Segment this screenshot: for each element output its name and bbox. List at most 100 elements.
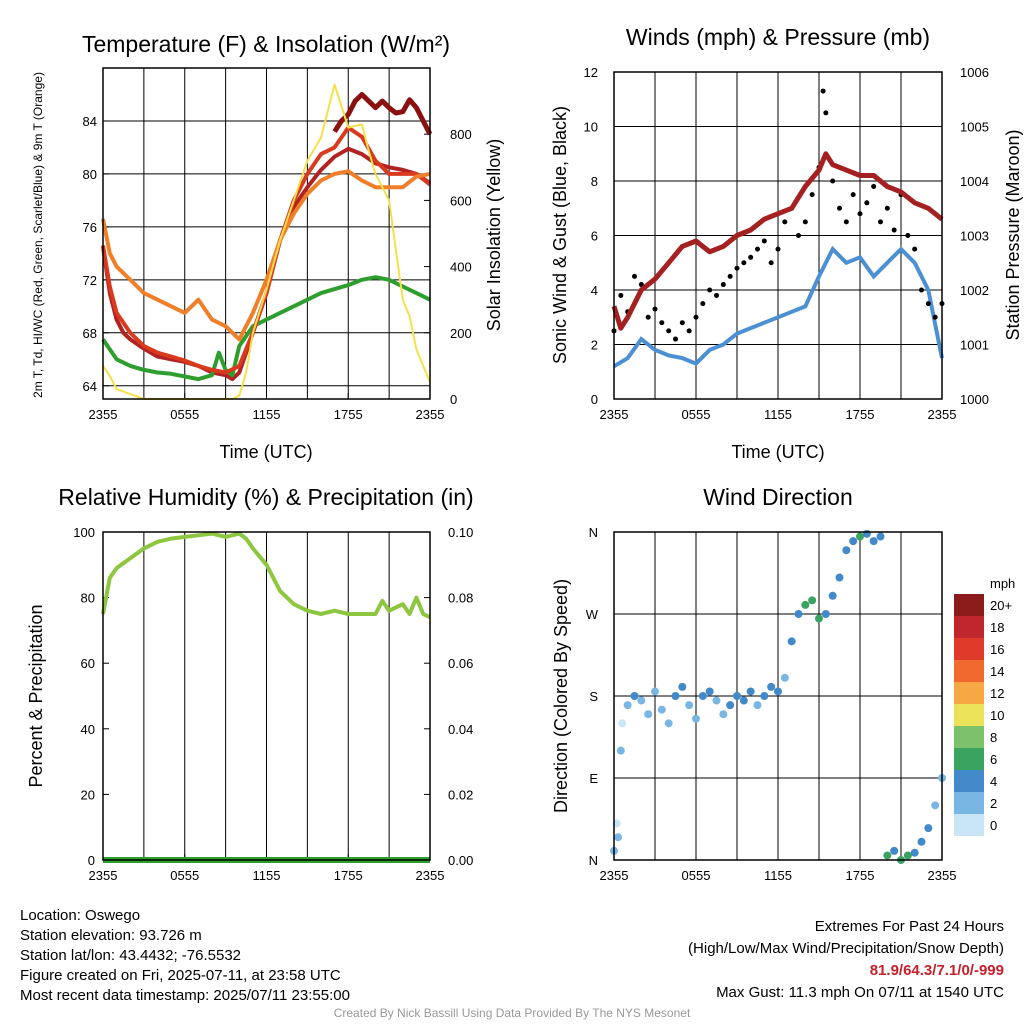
plot-frame — [613, 71, 943, 400]
direction-point — [712, 696, 721, 705]
gust-point — [802, 219, 808, 225]
y-tick-label: W — [586, 607, 599, 622]
series-line-3 — [101, 169, 431, 342]
temperature-title: Temperature (F) & Insolation (W/m²) — [82, 31, 450, 57]
direction-point — [910, 848, 919, 857]
direction-point — [883, 851, 892, 860]
legend-swatch — [954, 814, 984, 836]
extremes-title: Extremes For Past 24 Hours — [814, 918, 1004, 935]
direction-point — [637, 696, 646, 705]
gust-point — [857, 211, 863, 217]
gust-point — [925, 301, 931, 307]
direction-point — [815, 614, 823, 623]
legend-swatch — [954, 748, 984, 770]
x-tick-label: 2355 — [600, 407, 629, 422]
y2-tick-label: 800 — [450, 127, 472, 142]
direction-point — [876, 532, 885, 541]
temperature-panel: Temperature (F) & Insolation (W/m²) Time… — [31, 31, 504, 462]
legend-swatch — [954, 770, 984, 792]
gust-point — [727, 273, 733, 279]
gust-point — [850, 192, 856, 198]
y2-tick-label: 0.08 — [448, 591, 473, 606]
x-tick-label: 2355 — [416, 407, 445, 422]
direction-point — [698, 692, 707, 700]
gust-point — [714, 292, 719, 298]
legend-label: 10 — [990, 708, 1004, 723]
direction-point — [651, 687, 659, 696]
direction-point — [856, 532, 864, 541]
direction-point — [849, 537, 858, 546]
y2-tick-label: 1004 — [960, 174, 989, 189]
y2-tick-label: 1000 — [960, 392, 989, 407]
created-text: Figure created on Fri, 2025-07-11, at 23… — [20, 967, 341, 984]
x-tick-label: 0555 — [170, 868, 199, 883]
elevation-text: Station elevation: 93.726 m — [20, 927, 202, 944]
direction-point — [931, 801, 940, 810]
direction-point — [685, 701, 694, 710]
winds-xlabel: Time (UTC) — [731, 442, 824, 462]
direction-point — [746, 687, 755, 696]
y-tick-label: 100 — [73, 525, 95, 540]
y-tick-label: E — [589, 771, 598, 786]
gust-point — [871, 183, 877, 189]
gust-point — [864, 200, 870, 206]
direction-point — [801, 600, 810, 609]
direction-point — [692, 714, 700, 723]
direction-title: Wind Direction — [703, 484, 853, 510]
y-tick-label: 60 — [81, 656, 95, 671]
location-text: Location: Oswego — [20, 907, 141, 924]
direction-point — [890, 846, 899, 855]
y-tick-label: 2 — [591, 338, 598, 353]
direction-point — [808, 596, 817, 605]
winds-ylabel: Sonic Wind & Gust (Blue, Black) — [550, 106, 570, 364]
gust-point — [768, 260, 774, 266]
direction-point — [903, 851, 912, 860]
plot-frame — [102, 67, 431, 400]
direction-point — [618, 719, 627, 728]
y-tick-label: 68 — [83, 326, 97, 341]
x-tick-label: 2355 — [600, 868, 629, 883]
direction-point — [664, 719, 673, 728]
y-tick-label: 20 — [81, 787, 95, 802]
legend-swatch — [954, 726, 984, 748]
gust-point — [618, 292, 624, 298]
y-tick-label: 64 — [83, 379, 97, 394]
y-tick-label: N — [589, 853, 598, 868]
direction-point — [739, 696, 748, 705]
gust-point — [823, 110, 829, 116]
x-tick-label: 1155 — [253, 868, 281, 883]
x-tick-label: 1155 — [764, 407, 792, 422]
gust-point — [820, 88, 826, 94]
x-tick-label: 1755 — [846, 407, 875, 422]
x-tick-label: 1755 — [334, 868, 363, 883]
y-tick-label: 40 — [81, 722, 95, 737]
gust-point — [809, 192, 815, 198]
y2-tick-label: 0.00 — [448, 853, 473, 868]
gust-point — [782, 219, 788, 225]
gust-point — [761, 238, 767, 244]
direction-point — [835, 573, 844, 582]
legend-label: 14 — [990, 664, 1004, 679]
direction-point — [733, 692, 741, 700]
direction-point — [614, 833, 623, 842]
y2-tick-label: 1003 — [960, 229, 989, 244]
legend-swatch — [954, 616, 984, 638]
direction-point — [828, 591, 837, 600]
direction-point — [917, 837, 926, 846]
direction-point — [862, 529, 871, 538]
gust-point — [905, 233, 911, 238]
extremes-values: 81.9/64.3/7.1/0/-999 — [869, 962, 1004, 979]
legend-label: 8 — [990, 730, 997, 745]
legend-label: 12 — [990, 686, 1004, 701]
y-tick-label: 12 — [584, 65, 598, 80]
direction-panel: Wind Direction Direction (Colored By Spe… — [551, 484, 1015, 883]
pressure-ylabel: Station Pressure (Maroon) — [1003, 129, 1023, 340]
gust-point — [837, 205, 842, 211]
y2-tick-label: 0.04 — [448, 722, 473, 737]
x-tick-label: 2355 — [928, 868, 957, 883]
gust-point — [796, 233, 801, 238]
y2-tick-label: 0 — [450, 392, 457, 407]
plot-frame — [102, 531, 431, 861]
